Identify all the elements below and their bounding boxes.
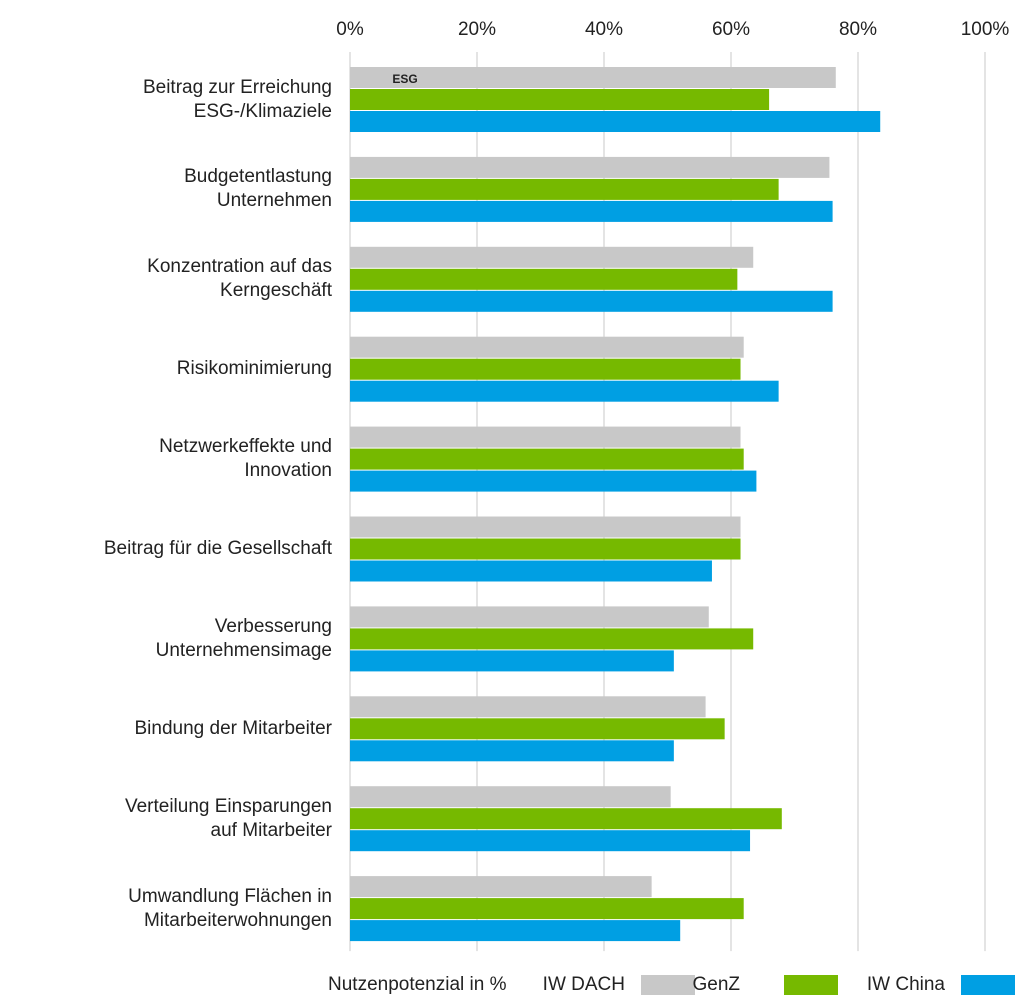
bar [350,470,757,492]
legend-title: Nutzenpotenzial in % [328,974,507,995]
category-label: Umwandlung Flächen in Mitarbeiterwohnung… [128,885,332,931]
bar [350,538,741,560]
bar [350,786,671,808]
bar [350,808,782,830]
x-tick-label: 60% [712,19,750,40]
category-label: Bindung der Mitarbeiter [134,717,333,739]
bar [350,606,709,628]
bar [350,740,674,762]
category-label: Netzwerkeffekte und Innovation [159,436,332,482]
x-tick-label: 80% [839,19,877,40]
bar [350,718,725,740]
bar [350,358,741,380]
bar [350,246,754,268]
bar [350,920,681,942]
category-label: Beitrag für die Gesellschaft [103,538,332,559]
bar [350,448,744,470]
x-tick-label: 40% [585,19,623,40]
bar [350,628,754,650]
x-tick-label: 0% [336,19,364,40]
legend-label: IW China [867,974,946,995]
legend-label: GenZ [692,974,740,995]
bar [350,560,712,582]
category-label: Verbesserung Unternehmensimage [155,615,332,661]
category-label: Risikominimierung [176,358,332,380]
bar [350,268,738,290]
legend-label: IW DACH [543,974,625,995]
bar [350,898,744,920]
category-label: Beitrag zur Erreichung ESG-/Klimaziele [142,76,332,122]
bar [350,67,836,88]
bar [350,290,833,312]
legend-swatch [784,975,838,995]
bar [350,380,779,402]
bar [350,200,833,222]
category-label: Verteilung Einsparungen auf Mitarbeiter [124,795,332,841]
bar [350,336,744,358]
legend-swatch [961,975,1015,995]
category-label: Budgetentlastung Unternehmen [184,166,332,212]
bar [350,516,741,538]
legend-swatch [641,975,695,995]
x-tick-label: 100% [961,19,1010,40]
bar [350,89,770,110]
bar [350,426,741,448]
category-label: Konzentration auf das Kerngeschäft [147,256,332,302]
bar [350,650,674,672]
icon-text: ESG [392,72,417,86]
bar [350,830,751,852]
bar [350,696,706,718]
bar [350,111,881,132]
bar [350,178,779,200]
bar [350,876,652,898]
bar [350,156,830,178]
x-tick-label: 20% [458,19,496,40]
